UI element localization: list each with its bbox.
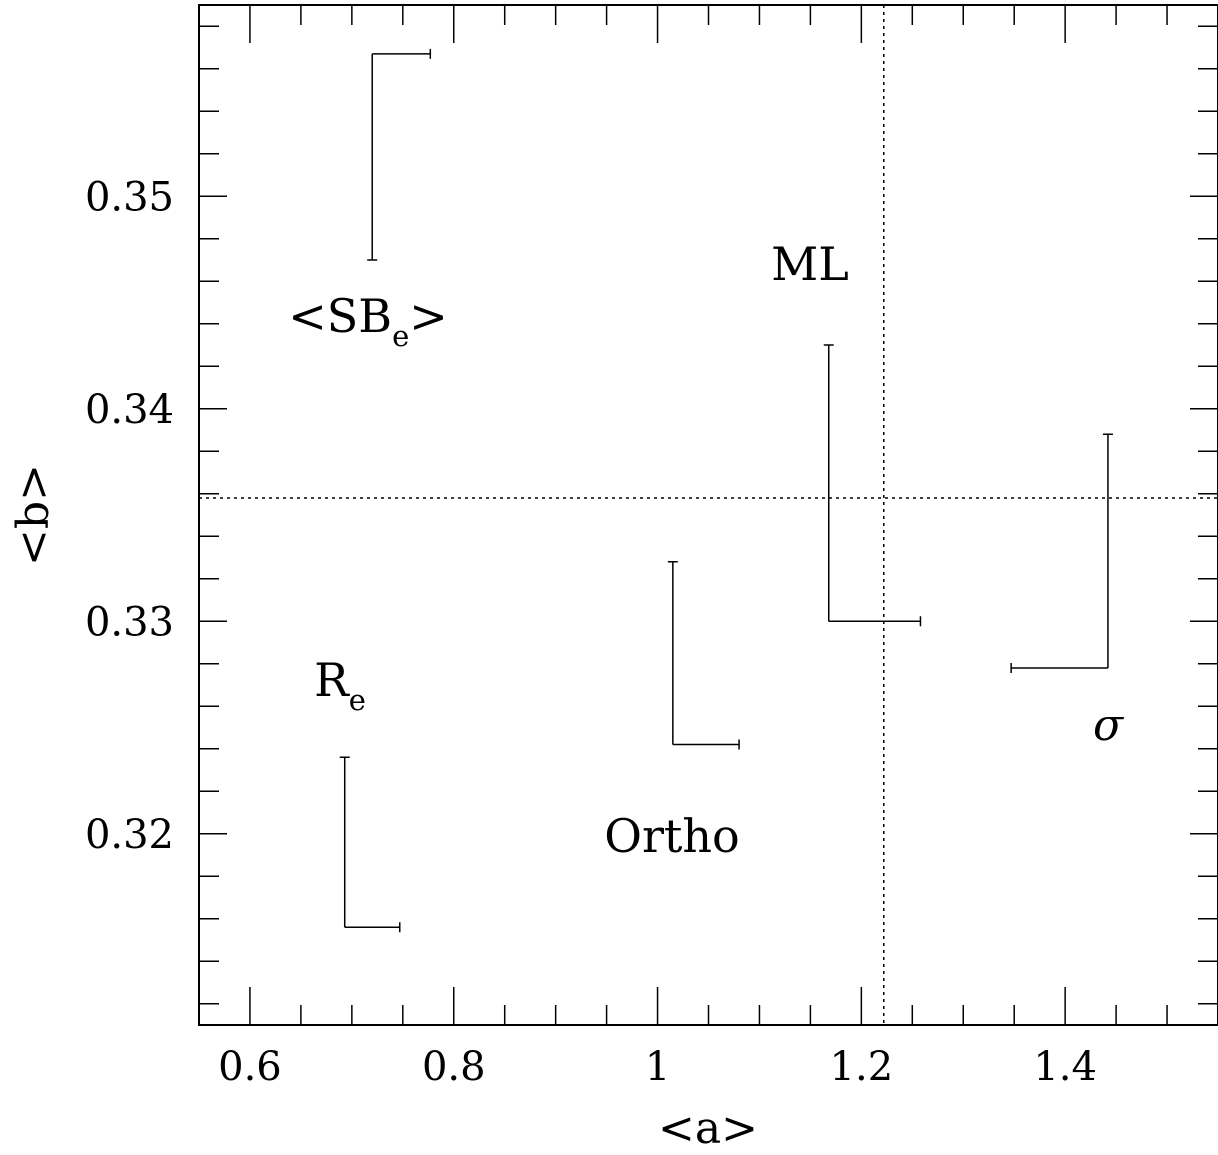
plot-frame [198, 4, 1218, 1026]
point-label: Ortho [604, 809, 740, 863]
data-point [1010, 433, 1113, 673]
y-tick-label: 0.32 [85, 812, 174, 858]
x-tick-label: 0.8 [422, 1044, 486, 1090]
point-label: <SBe> [288, 289, 448, 353]
point-label: σ [1093, 700, 1125, 751]
point-label-tail: > [409, 289, 448, 343]
data-point [823, 344, 922, 627]
y-axis-label: <b> [8, 464, 59, 566]
point-label-subscript: e [392, 319, 409, 353]
data-point [667, 561, 740, 750]
x-tick-label: 0.6 [218, 1044, 282, 1090]
y-tick-label: 0.35 [85, 174, 174, 220]
point-label: Re [314, 653, 366, 717]
x-tick-label: 1.2 [830, 1044, 894, 1090]
x-tick-label: 1.4 [1033, 1044, 1097, 1090]
point-label-subscript: e [349, 683, 366, 717]
data-point [339, 756, 401, 933]
tick-labels: 0.6 0.8 1 1.2 1.4 0.32 0.33 0.34 0.35 [85, 174, 1097, 1090]
data-point [367, 48, 432, 261]
point-label-main: R [314, 653, 350, 707]
x-tick-label: 1 [645, 1044, 670, 1090]
point-label-main: <SB [288, 289, 392, 343]
point-label-main: σ [1093, 700, 1125, 751]
point-label-main: ML [771, 237, 849, 291]
y-tick-label: 0.34 [85, 387, 174, 433]
point-label-main: Ortho [604, 809, 740, 863]
reference-lines [199, 5, 1218, 1025]
data-points [339, 48, 1113, 933]
point-label: ML [771, 237, 849, 291]
axis-ticks [199, 5, 1218, 1025]
x-axis-label: <a> [658, 1103, 758, 1154]
y-tick-label: 0.33 [85, 599, 174, 645]
